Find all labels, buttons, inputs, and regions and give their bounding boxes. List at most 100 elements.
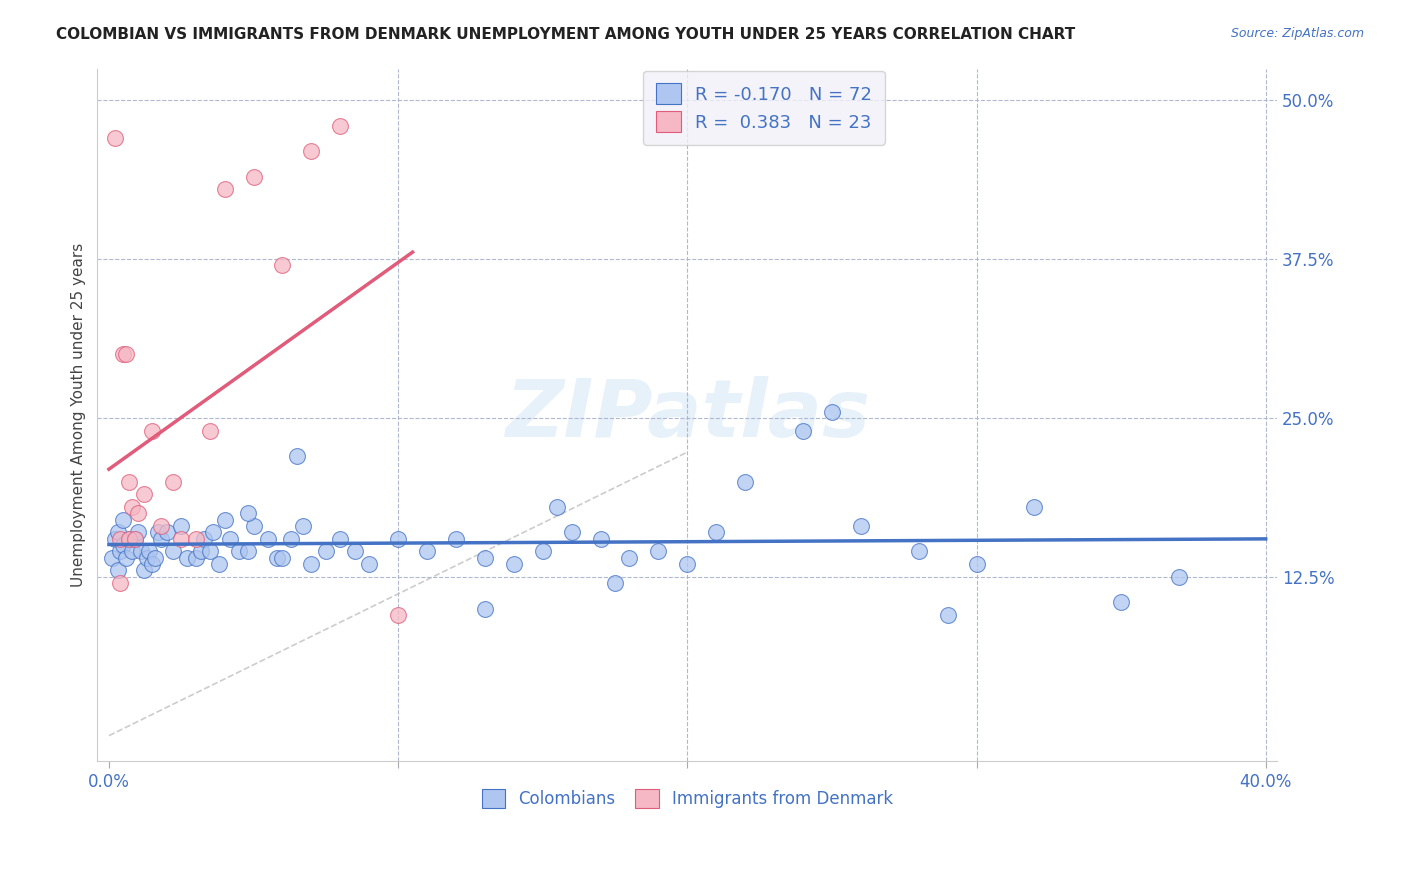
Point [118, 532, 141, 546]
Point [444, 532, 467, 546]
Point [115, 347, 138, 361]
Point [104, 131, 127, 145]
Point [110, 544, 132, 558]
Point [190, 544, 212, 558]
Point [285, 449, 308, 463]
Point [110, 532, 132, 546]
Point [112, 513, 135, 527]
Point [132, 564, 155, 578]
Point [821, 404, 844, 418]
Point [112, 538, 135, 552]
Point [112, 347, 135, 361]
Point [589, 532, 612, 546]
Point [299, 144, 322, 158]
Point [329, 119, 352, 133]
Point [198, 424, 221, 438]
Point [619, 550, 641, 565]
Point [170, 532, 193, 546]
Point [849, 519, 872, 533]
Point [129, 544, 152, 558]
Point [291, 519, 314, 533]
Point [792, 424, 814, 438]
Point [242, 169, 264, 184]
Legend: Colombians, Immigrants from Denmark: Colombians, Immigrants from Denmark [475, 782, 900, 815]
Point [208, 557, 231, 571]
Point [734, 475, 756, 489]
Point [132, 487, 155, 501]
Point [329, 532, 352, 546]
Point [146, 525, 169, 540]
Point [228, 544, 250, 558]
Point [143, 550, 166, 565]
Text: ZIPatlas: ZIPatlas [505, 376, 870, 454]
Point [121, 500, 143, 514]
Point [162, 475, 184, 489]
Point [343, 544, 366, 558]
Point [170, 519, 193, 533]
Point [1109, 595, 1132, 609]
Point [219, 532, 242, 546]
Point [1024, 500, 1046, 514]
Point [101, 550, 124, 565]
Point [474, 550, 496, 565]
Point [135, 550, 157, 565]
Point [647, 544, 669, 558]
Point [156, 525, 179, 540]
Point [124, 532, 146, 546]
Point [315, 544, 337, 558]
Point [141, 424, 163, 438]
Text: Source: ZipAtlas.com: Source: ZipAtlas.com [1230, 27, 1364, 40]
Point [127, 506, 149, 520]
Point [299, 557, 322, 571]
Point [115, 550, 138, 565]
Point [141, 557, 163, 571]
Point [118, 532, 141, 546]
Point [149, 532, 172, 546]
Point [387, 532, 409, 546]
Point [704, 525, 727, 540]
Point [266, 550, 288, 565]
Point [561, 525, 583, 540]
Y-axis label: Unemployment Among Youth under 25 years: Unemployment Among Youth under 25 years [72, 243, 86, 587]
Point [127, 525, 149, 540]
Point [110, 576, 132, 591]
Point [121, 544, 143, 558]
Point [107, 525, 129, 540]
Point [966, 557, 988, 571]
Point [359, 557, 381, 571]
Text: COLOMBIAN VS IMMIGRANTS FROM DENMARK UNEMPLOYMENT AMONG YOUTH UNDER 25 YEARS COR: COLOMBIAN VS IMMIGRANTS FROM DENMARK UNE… [56, 27, 1076, 42]
Point [193, 532, 215, 546]
Point [531, 544, 554, 558]
Point [104, 532, 127, 546]
Point [387, 607, 409, 622]
Point [138, 544, 160, 558]
Point [184, 532, 207, 546]
Point [546, 500, 568, 514]
Point [118, 475, 141, 489]
Point [236, 544, 259, 558]
Point [176, 550, 198, 565]
Point [271, 259, 294, 273]
Point [214, 182, 236, 196]
Point [162, 544, 184, 558]
Point [184, 550, 207, 565]
Point [236, 506, 259, 520]
Point [124, 532, 146, 546]
Point [107, 564, 129, 578]
Point [257, 532, 280, 546]
Point [149, 519, 172, 533]
Point [676, 557, 699, 571]
Point [907, 544, 929, 558]
Point [271, 550, 294, 565]
Point [202, 525, 225, 540]
Point [936, 607, 959, 622]
Point [416, 544, 439, 558]
Point [280, 532, 302, 546]
Point [198, 544, 221, 558]
Point [474, 601, 496, 615]
Point [242, 519, 264, 533]
Point [1168, 570, 1191, 584]
Point [214, 513, 236, 527]
Point [502, 557, 524, 571]
Point [603, 576, 626, 591]
